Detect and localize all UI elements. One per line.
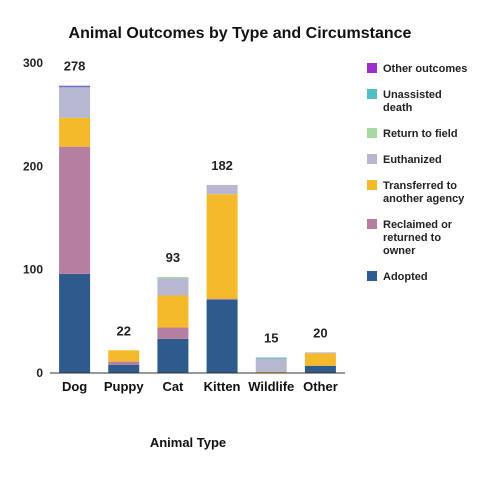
bar-segment [59, 146, 91, 274]
bar-segment [206, 298, 238, 300]
total-label: 22 [117, 323, 131, 338]
category-labels: Dog Puppy Cat Kitten Wildlife Other [62, 379, 338, 394]
bar-segment [157, 338, 189, 373]
bar-segment [59, 85, 91, 87]
bar-segment [59, 87, 91, 118]
legend-label: Adopted [383, 271, 428, 283]
legend-swatch [367, 89, 377, 99]
total-labels: 278 22 93 182 15 20 [64, 59, 328, 346]
bar-segment [157, 276, 189, 278]
legend-swatch [367, 154, 377, 164]
legend-label: Euthanized [383, 154, 442, 166]
bar-segment [206, 299, 238, 373]
bar-segment [108, 361, 140, 365]
bars [59, 85, 336, 373]
legend-label: Return to field [383, 128, 458, 140]
bar-segment [59, 273, 91, 373]
bar-segment [157, 277, 189, 296]
x-axis-title: Animal Type [150, 435, 226, 450]
bar-segment [304, 353, 336, 366]
category-label: Other [303, 379, 338, 394]
legend-label: Other outcomes [383, 63, 467, 75]
category-label: Dog [62, 379, 87, 394]
bar-segment [59, 86, 91, 88]
legend-swatch [367, 271, 377, 281]
total-label: 20 [313, 325, 327, 340]
bar-segment [108, 350, 140, 362]
total-label: 93 [166, 250, 180, 265]
bar-segment [157, 327, 189, 339]
category-label: Wildlife [248, 379, 294, 394]
legend-swatch [367, 219, 377, 229]
bar-segment [304, 352, 336, 354]
bar-segment [206, 184, 238, 195]
y-tick-label: 300 [23, 56, 43, 70]
y-tick-label: 200 [23, 159, 43, 173]
chart-title: Animal Outcomes by Type and Circumstance [69, 25, 412, 42]
legend-label: Unassisted death [383, 89, 442, 114]
total-label: 182 [211, 158, 233, 173]
y-axis-ticks: 0 100 200 300 [23, 56, 43, 380]
category-label: Kitten [204, 379, 241, 394]
total-label: 15 [264, 331, 278, 346]
legend-label: Reclaimed or returned to owner [383, 219, 453, 257]
bar-segment [255, 358, 287, 372]
category-label: Puppy [104, 379, 144, 394]
category-label: Cat [162, 379, 184, 394]
legend-swatch [367, 63, 377, 73]
legend: Other outcomes Unassisted death Return to f… [367, 63, 467, 283]
bar-segment [157, 295, 189, 328]
y-tick-label: 0 [36, 366, 43, 380]
bar-segment [206, 194, 238, 299]
y-tick-label: 100 [23, 263, 43, 277]
total-label: 278 [64, 59, 86, 74]
legend-label: Transferred to another agency [383, 180, 465, 205]
legend-swatch [367, 180, 377, 190]
legend-swatch [367, 128, 377, 138]
bar-segment [59, 117, 91, 147]
bar-segment [255, 357, 287, 359]
bar-segment [304, 365, 336, 373]
bar-segment [255, 371, 287, 373]
bar-segment [108, 364, 140, 373]
